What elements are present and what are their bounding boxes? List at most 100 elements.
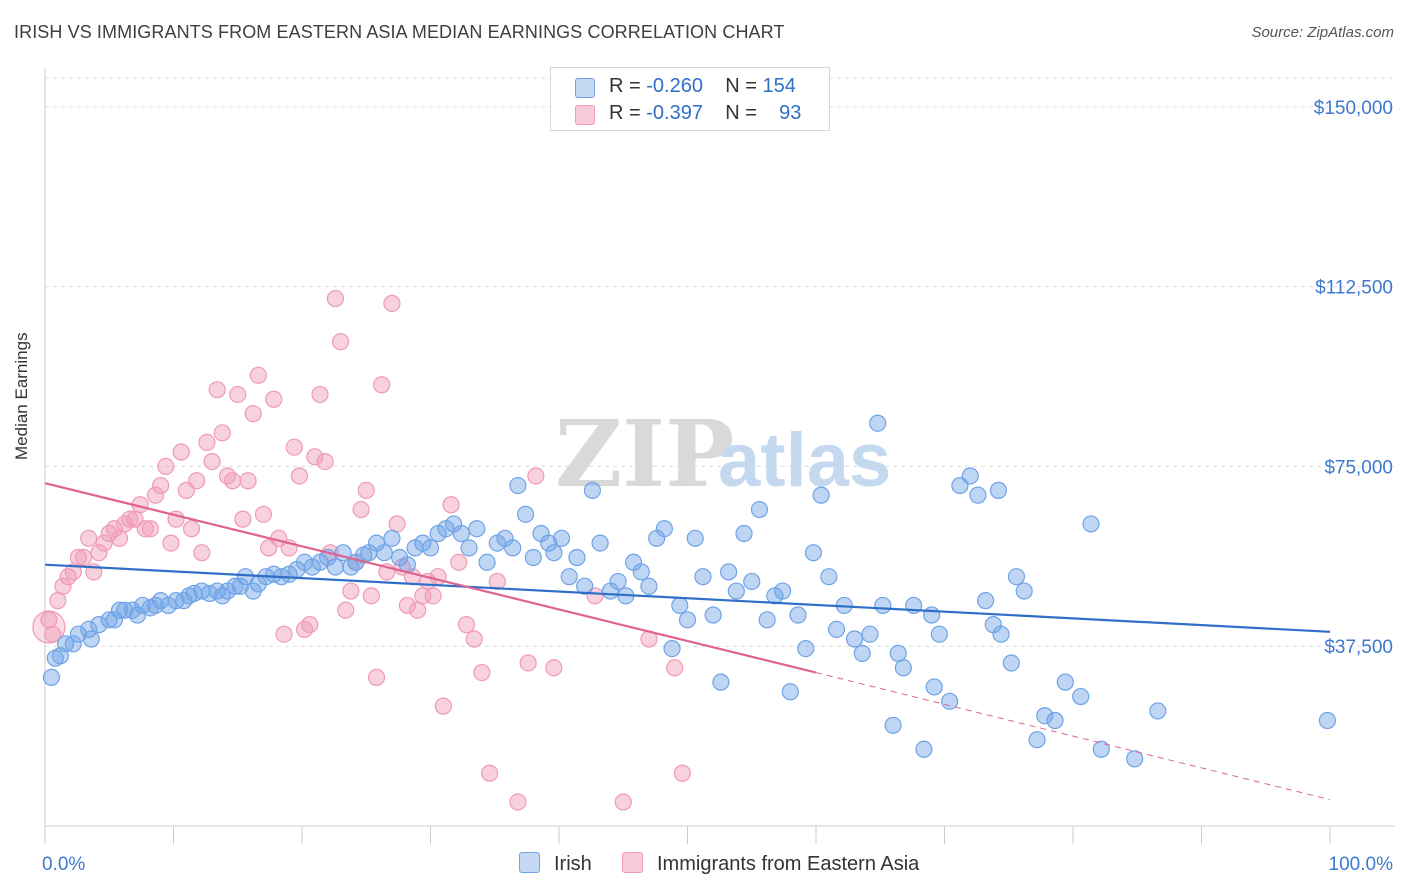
irish-point — [123, 601, 141, 619]
irish-point — [640, 577, 658, 595]
asia-point — [116, 515, 134, 533]
irish-point — [750, 500, 769, 519]
asia-point — [136, 520, 154, 538]
asia-point — [311, 385, 329, 404]
asia-point — [121, 510, 139, 528]
asia-point — [331, 333, 350, 351]
irish-point — [421, 539, 440, 557]
asia-point — [74, 548, 93, 567]
irish-point — [820, 568, 838, 586]
asia-point — [182, 520, 201, 538]
asia-point — [357, 481, 375, 499]
n-label: N = — [725, 102, 763, 124]
irish-point — [128, 606, 147, 624]
asia-point — [49, 592, 67, 610]
irish-point — [591, 534, 609, 552]
irish-point — [231, 577, 249, 595]
irish-point — [797, 639, 815, 658]
irish-point — [1036, 707, 1054, 725]
asia-point — [224, 472, 242, 490]
irish-point — [663, 639, 681, 658]
legend-irish-text: R = -0.260 N = 154 — [609, 75, 796, 98]
irish-point — [923, 606, 941, 624]
irish-point — [781, 683, 799, 701]
asia-point — [110, 529, 129, 547]
asia-point — [316, 452, 334, 471]
correlation-legend: R = -0.260 N = 154 R = -0.397 N = 93 — [550, 67, 830, 131]
irish-point — [758, 611, 776, 629]
asia-point — [301, 616, 319, 634]
irish-point — [686, 529, 704, 547]
x-tick-labels: 0.0% 100.0% — [42, 854, 1393, 875]
asia-point — [457, 616, 476, 634]
irish-point — [869, 414, 887, 432]
bottom-legend-irish: Irish — [519, 852, 592, 876]
asia-point — [193, 544, 211, 562]
irish-point — [804, 544, 823, 562]
irish-point — [925, 678, 943, 696]
irish-swatch — [575, 78, 595, 98]
y-axis-title: Median Earnings — [12, 332, 31, 460]
asia-point — [673, 764, 691, 782]
irish-point — [773, 582, 792, 600]
irish-point — [1318, 711, 1337, 730]
y-tick-label: $75,000 — [1324, 457, 1393, 478]
asia-point — [152, 476, 170, 495]
y-tick-label: $150,000 — [1314, 98, 1393, 119]
irish-point — [812, 486, 830, 504]
chart-source: Source: ZipAtlas.com — [1251, 24, 1394, 41]
irish-point — [1028, 731, 1046, 749]
irish-point — [609, 572, 627, 591]
asia-point — [141, 520, 159, 538]
irish-point — [992, 625, 1010, 643]
irish-point — [552, 529, 571, 547]
irish-point — [861, 625, 879, 643]
asia-point — [244, 405, 262, 423]
irish-point — [110, 601, 129, 619]
asia-point — [208, 381, 226, 399]
asia-point — [326, 289, 345, 308]
asia-point — [188, 472, 206, 490]
asia-point — [218, 467, 237, 485]
asia-point — [362, 587, 380, 605]
irish-point — [827, 620, 846, 639]
irish-point — [90, 616, 108, 634]
irish-point — [961, 467, 979, 485]
r-label: R = — [609, 75, 647, 97]
irish-point — [632, 563, 650, 581]
asia-point — [198, 433, 216, 452]
irish-point — [915, 740, 933, 758]
irish-swatch — [519, 852, 540, 873]
irish-point — [1002, 654, 1020, 672]
irish-point — [568, 548, 586, 567]
asia-point — [473, 663, 491, 682]
asia-point — [157, 457, 175, 475]
asia-point — [162, 534, 180, 552]
irish-point — [720, 563, 738, 581]
irish-point — [375, 544, 393, 562]
asia-point — [488, 572, 506, 591]
asia-point — [275, 625, 293, 643]
asia-point — [172, 443, 190, 461]
irish-point — [383, 529, 401, 547]
irish-point — [969, 486, 987, 504]
asia-point — [54, 577, 72, 595]
irish-point — [509, 476, 527, 495]
irish-point — [789, 606, 807, 624]
asia-point — [239, 472, 257, 490]
series-asia-points — [32, 289, 691, 811]
asia-point — [80, 529, 98, 547]
irish-point — [845, 630, 864, 648]
asia-point — [409, 601, 427, 619]
asia-point — [249, 366, 267, 384]
asia-point — [388, 515, 406, 533]
r-label: R = — [609, 102, 647, 124]
irish-point — [874, 596, 892, 615]
asia-point — [342, 582, 360, 600]
n-value: 154 — [762, 75, 796, 97]
asia-point — [527, 467, 545, 485]
asia-point — [59, 568, 77, 586]
irish-point — [930, 625, 948, 643]
irish-point — [989, 481, 1008, 499]
